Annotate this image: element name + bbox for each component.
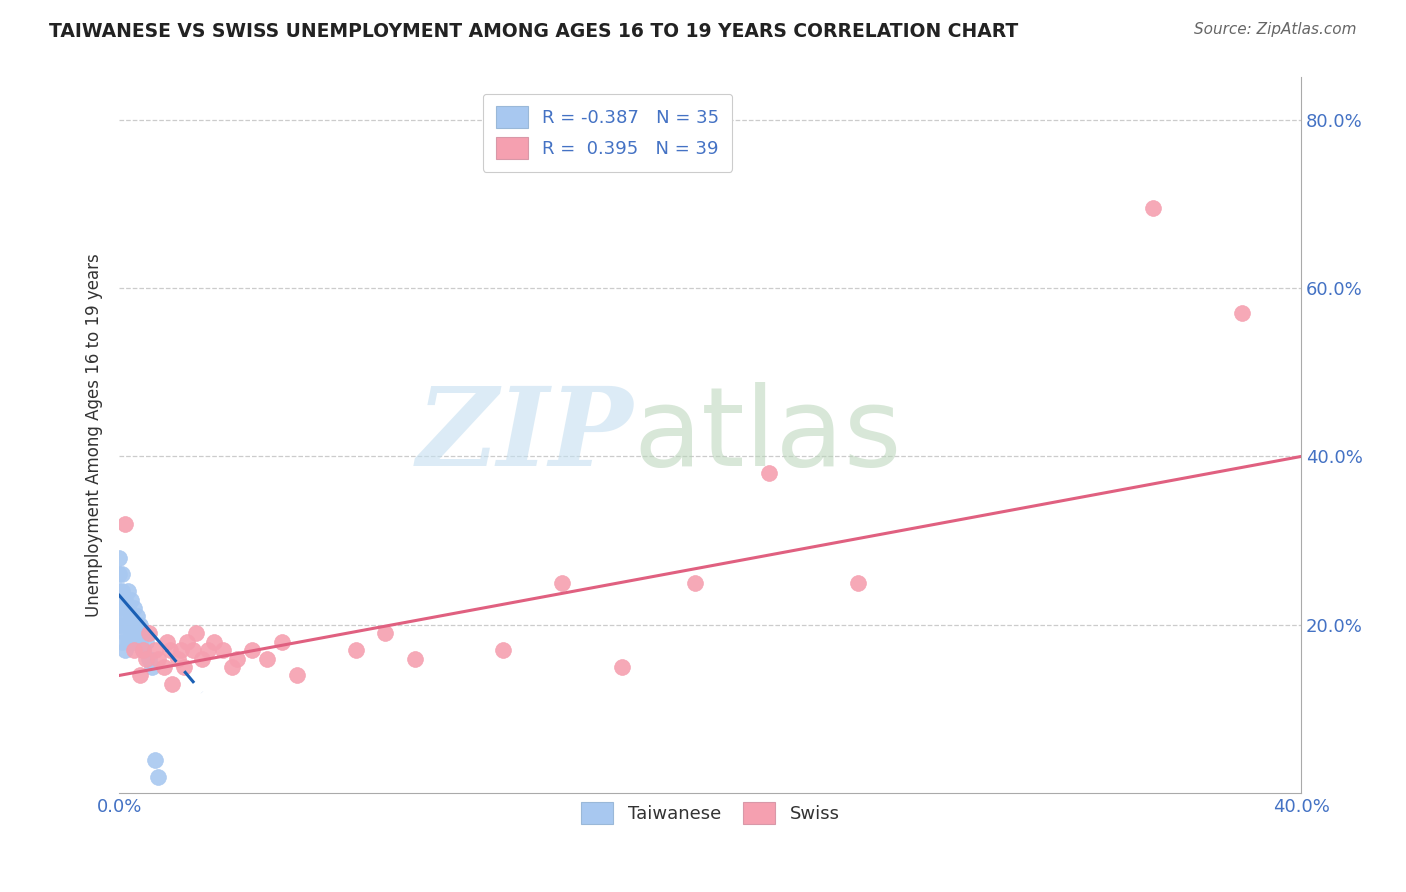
Text: Source: ZipAtlas.com: Source: ZipAtlas.com [1194, 22, 1357, 37]
Text: ZIP: ZIP [416, 382, 633, 489]
Point [152, 660, 174, 674]
Point [114, 626, 136, 640]
Point [111, 601, 134, 615]
Point [1142, 201, 1164, 215]
Point [122, 634, 145, 648]
Point [285, 668, 308, 682]
Point [162, 677, 184, 691]
Point [492, 643, 515, 657]
Point [221, 660, 243, 674]
Point [117, 618, 139, 632]
Point [344, 643, 367, 657]
Point [181, 643, 204, 657]
Point [111, 584, 134, 599]
Point [159, 643, 181, 657]
Point [143, 643, 166, 657]
Point [155, 634, 177, 648]
Point [143, 753, 166, 767]
Point [114, 643, 136, 657]
Point [211, 643, 233, 657]
Point [122, 601, 145, 615]
Point [114, 609, 136, 624]
Point [374, 626, 396, 640]
Point [114, 516, 136, 531]
Point [125, 626, 148, 640]
Point [846, 575, 869, 590]
Point [404, 651, 426, 665]
Point [146, 770, 169, 784]
Point [170, 643, 193, 657]
Point [117, 601, 139, 615]
Point [120, 609, 142, 624]
Point [122, 643, 145, 657]
Y-axis label: Unemployment Among Ages 16 to 19 years: Unemployment Among Ages 16 to 19 years [86, 253, 103, 617]
Point [120, 626, 142, 640]
Point [132, 643, 155, 657]
Point [191, 651, 214, 665]
Point [138, 651, 160, 665]
Legend: Taiwanese, Swiss: Taiwanese, Swiss [569, 790, 851, 834]
Point [270, 634, 292, 648]
Point [551, 575, 574, 590]
Point [610, 660, 633, 674]
Point [173, 660, 195, 674]
Point [240, 643, 263, 657]
Point [685, 575, 707, 590]
Point [202, 634, 225, 648]
Point [146, 651, 169, 665]
Point [111, 618, 134, 632]
Point [1230, 306, 1253, 320]
Point [141, 660, 163, 674]
Point [129, 668, 152, 682]
Point [108, 550, 131, 565]
Point [167, 651, 190, 665]
Point [197, 643, 219, 657]
Point [117, 634, 139, 648]
Point [132, 626, 155, 640]
Point [111, 634, 134, 648]
Point [108, 584, 131, 599]
Point [108, 601, 131, 615]
Text: TAIWANESE VS SWISS UNEMPLOYMENT AMONG AGES 16 TO 19 YEARS CORRELATION CHART: TAIWANESE VS SWISS UNEMPLOYMENT AMONG AG… [49, 22, 1018, 41]
Point [108, 567, 131, 582]
Point [108, 618, 131, 632]
Point [117, 584, 139, 599]
Point [184, 626, 207, 640]
Point [120, 592, 142, 607]
Point [125, 609, 148, 624]
Point [114, 592, 136, 607]
Point [135, 651, 157, 665]
Point [758, 467, 780, 481]
Point [176, 634, 198, 648]
Point [129, 634, 152, 648]
Point [256, 651, 278, 665]
Point [122, 618, 145, 632]
Text: atlas: atlas [633, 382, 901, 489]
Point [132, 643, 155, 657]
Point [129, 618, 152, 632]
Point [138, 626, 160, 640]
Point [135, 634, 157, 648]
Point [226, 651, 249, 665]
Point [111, 567, 134, 582]
